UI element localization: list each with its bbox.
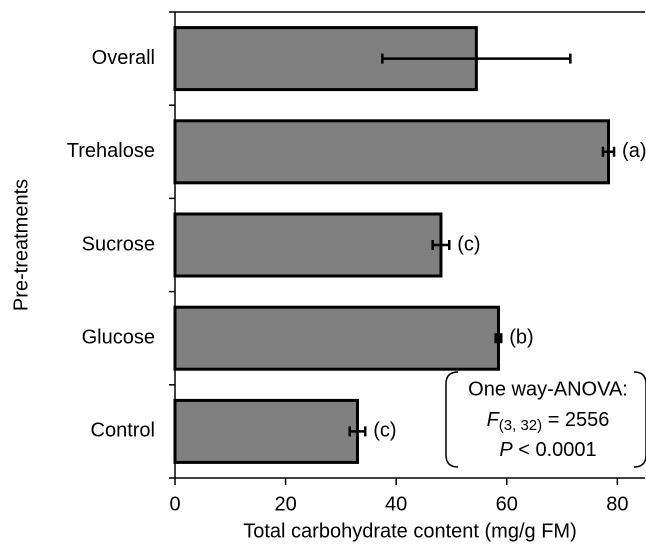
bar [173, 398, 359, 464]
error-bar [348, 426, 367, 437]
bar [173, 119, 611, 185]
error-bar [601, 146, 616, 157]
x-tick-label: 60 [496, 493, 518, 515]
error-bar [431, 240, 451, 250]
y-tick-label: Overall [92, 47, 155, 69]
x-tick-label: 0 [169, 493, 180, 515]
annotation-line: F(3, 32) = 2556 [487, 409, 610, 434]
annotation-line: P < 0.0001 [499, 439, 596, 461]
x-tick-label: 80 [606, 493, 628, 515]
group-label: (b) [509, 326, 533, 348]
annotation-symbol: F [487, 409, 501, 431]
annotation-subscript: (3, 32) [499, 417, 542, 434]
y-tick-label: Glucose [82, 326, 155, 348]
bar [173, 212, 443, 278]
group-label: (c) [373, 420, 396, 442]
x-tick-label: 40 [385, 493, 407, 515]
group-label: (c) [457, 233, 480, 255]
annotation-text: < 0.0001 [513, 439, 597, 461]
y-axis-label: Pre-treatments [10, 179, 32, 311]
y-tick-label: Trehalose [67, 140, 155, 162]
x-axis-label: Total carbohydrate content (mg/g FM) [243, 520, 576, 542]
y-tick-label: Sucrose [82, 233, 155, 255]
annotation-line: One way-ANOVA: [468, 378, 628, 400]
annotation-symbol: P [499, 439, 513, 461]
error-bar [381, 53, 572, 64]
x-tick-label: 20 [274, 493, 296, 515]
y-tick-label: Control [91, 420, 155, 442]
group-label: (a) [622, 140, 646, 162]
annotation-box [445, 371, 646, 468]
bar [173, 305, 500, 371]
annotation-text: = 2556 [542, 409, 609, 431]
error-bar [494, 333, 503, 344]
